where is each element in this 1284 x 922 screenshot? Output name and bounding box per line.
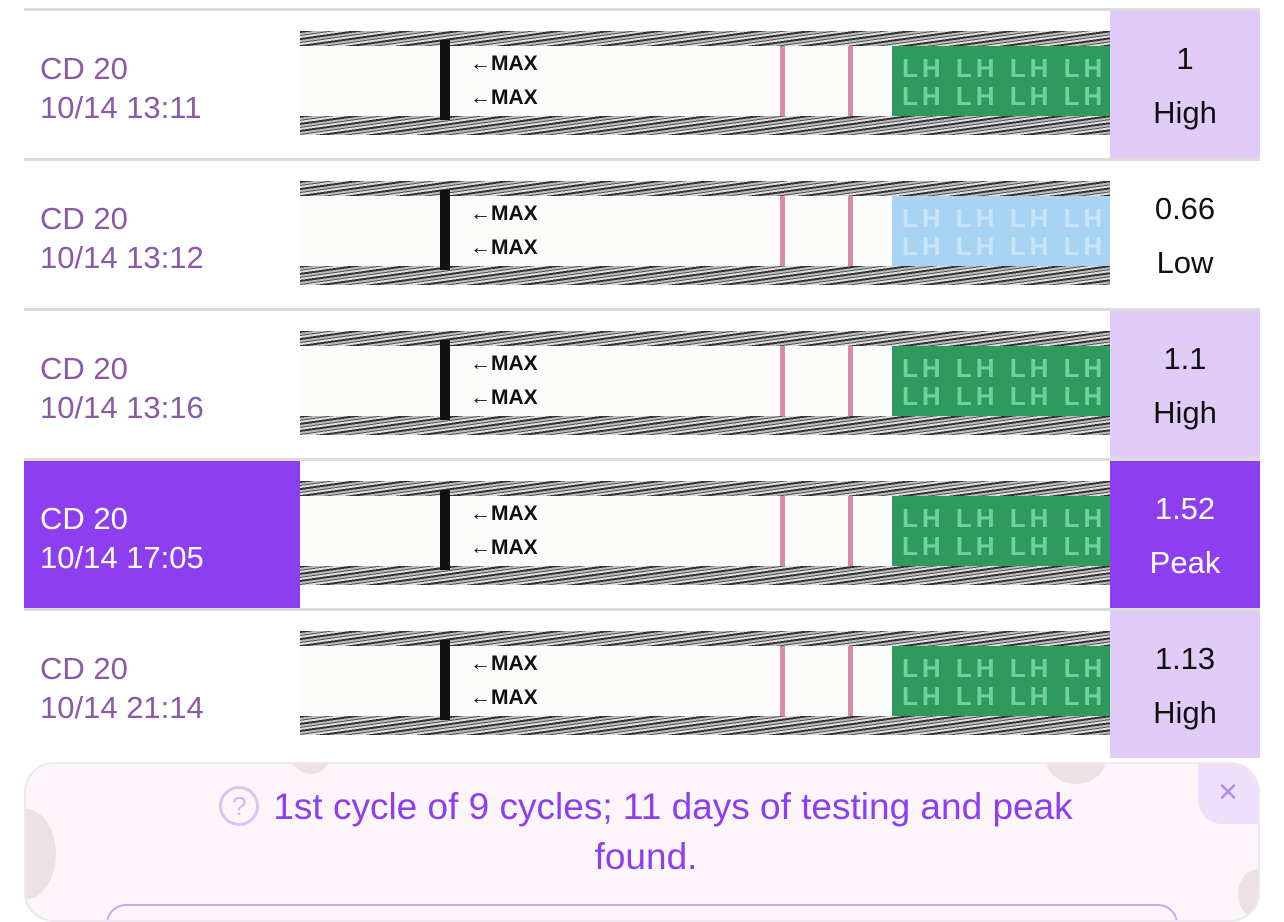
test-row[interactable]: CD 20 10/14 13:16 ←MAX ←MAX LH LH LH LH LH…	[24, 308, 1260, 458]
strip-handle: LH LH LH LH LH LH LH LH	[892, 346, 1110, 416]
control-line	[848, 46, 853, 116]
summary-message: ? 1st cycle of 9 cycles; 11 days of testi…	[176, 782, 1116, 882]
test-time: 10/14 13:16	[40, 390, 204, 425]
control-line	[848, 196, 853, 266]
control-line	[848, 346, 853, 416]
test-row[interactable]: CD 20 10/14 13:11 ←MAX ←MAX LH LH LH LH LH…	[24, 8, 1260, 158]
decor-dot	[291, 764, 331, 774]
strip-handle: LH LH LH LH LH LH LH LH	[892, 46, 1110, 116]
test-time: 10/14 17:05	[40, 540, 204, 575]
test-line	[780, 496, 785, 566]
test-row[interactable]: CD 20 10/14 17:05 ←MAX ←MAX LH LH LH LH LH…	[24, 458, 1260, 608]
lh-result: 1 High	[1110, 11, 1260, 158]
question-circle-icon[interactable]: ?	[219, 786, 260, 826]
strip-handle-text: LH LH LH LH	[902, 353, 1107, 383]
summary-banner: ? 1st cycle of 9 cycles; 11 days of testi…	[24, 762, 1260, 922]
max-label: ←MAX	[470, 502, 538, 525]
test-line	[780, 196, 785, 266]
cycle-day: CD 20	[40, 51, 128, 86]
cycle-day: CD 20	[40, 201, 128, 236]
test-time: 10/14 13:12	[40, 240, 204, 275]
control-line	[848, 646, 853, 716]
test-datetime: CD 20 10/14 13:16	[24, 311, 300, 458]
lh-ratio: 1.13	[1154, 641, 1216, 676]
lh-level: Low	[1156, 245, 1214, 280]
test-datetime: CD 20 10/14 13:11	[24, 11, 300, 158]
summary-text: 1st cycle of 9 cycles; 11 days of testin…	[273, 786, 1073, 877]
max-label: ←MAX	[470, 86, 538, 109]
cycle-day: CD 20	[40, 351, 128, 386]
strip-handle: LH LH LH LH LH LH LH LH	[892, 646, 1110, 716]
test-line	[780, 346, 785, 416]
test-strip-image[interactable]: ←MAX ←MAX LH LH LH LH LH LH LH LH	[300, 331, 1110, 435]
lh-ratio: 0.66	[1154, 191, 1216, 226]
test-line	[780, 646, 785, 716]
lh-result: 1.52 Peak	[1110, 461, 1260, 608]
banner-action-button[interactable]	[106, 904, 1178, 920]
strip-paper: ←MAX ←MAX LH LH LH LH LH LH LH LH	[300, 190, 1110, 270]
strip-handle-text: LH LH LH LH	[902, 531, 1107, 561]
lh-level: Peak	[1149, 545, 1221, 580]
max-label: ←MAX	[470, 352, 538, 375]
max-label: ←MAX	[470, 686, 538, 709]
test-datetime: CD 20 10/14 21:14	[24, 611, 300, 758]
max-label: ←MAX	[470, 52, 538, 75]
strip-handle-text: LH LH LH LH	[902, 653, 1107, 683]
strip-handle-text: LH LH LH LH	[902, 231, 1107, 261]
lh-ratio: 1.52	[1154, 491, 1216, 526]
max-bar	[440, 640, 450, 720]
cycle-day: CD 20	[40, 651, 128, 686]
lh-level: High	[1153, 695, 1217, 730]
strip-handle: LH LH LH LH LH LH LH LH	[892, 196, 1110, 266]
max-bar	[440, 40, 450, 120]
decor-dot	[1238, 869, 1258, 919]
test-strip-image[interactable]: ←MAX ←MAX LH LH LH LH LH LH LH LH	[300, 481, 1110, 585]
strip-handle-text: LH LH LH LH	[902, 681, 1107, 711]
decor-dot	[1046, 764, 1106, 784]
max-label: ←MAX	[470, 652, 538, 675]
max-label: ←MAX	[470, 536, 538, 559]
test-strip-image[interactable]: ←MAX ←MAX LH LH LH LH LH LH LH LH	[300, 631, 1110, 735]
max-bar	[440, 490, 450, 570]
max-bar	[440, 190, 450, 270]
cycle-day: CD 20	[40, 501, 128, 536]
lh-result: 0.66 Low	[1110, 161, 1260, 308]
lh-level: High	[1153, 395, 1217, 430]
max-label: ←MAX	[470, 236, 538, 259]
test-line	[780, 46, 785, 116]
close-button[interactable]: ×	[1198, 764, 1258, 824]
max-label: ←MAX	[470, 386, 538, 409]
decor-dot	[26, 809, 56, 899]
strip-handle-text: LH LH LH LH	[902, 203, 1107, 233]
lh-result: 1.1 High	[1110, 311, 1260, 458]
strip-paper: ←MAX ←MAX LH LH LH LH LH LH LH LH	[300, 640, 1110, 720]
strip-paper: ←MAX ←MAX LH LH LH LH LH LH LH LH	[300, 490, 1110, 570]
strip-handle-text: LH LH LH LH	[902, 503, 1107, 533]
lh-ratio: 1.1	[1163, 341, 1207, 376]
max-bar	[440, 340, 450, 420]
control-line	[848, 496, 853, 566]
test-time: 10/14 13:11	[40, 90, 202, 125]
strip-handle-text: LH LH LH LH	[902, 381, 1107, 411]
test-datetime: CD 20 10/14 17:05	[24, 461, 300, 608]
test-row[interactable]: CD 20 10/14 13:12 ←MAX ←MAX LH LH LH LH LH…	[24, 158, 1260, 308]
test-datetime: CD 20 10/14 13:12	[24, 161, 300, 308]
lh-level: High	[1153, 95, 1217, 130]
lh-ratio: 1	[1176, 41, 1194, 76]
test-time: 10/14 21:14	[40, 690, 204, 725]
strip-paper: ←MAX ←MAX LH LH LH LH LH LH LH LH	[300, 340, 1110, 420]
test-row[interactable]: CD 20 10/14 21:14 ←MAX ←MAX LH LH LH LH LH…	[24, 608, 1260, 758]
strip-paper: ←MAX ←MAX LH LH LH LH LH LH LH LH	[300, 40, 1110, 120]
test-strip-image[interactable]: ←MAX ←MAX LH LH LH LH LH LH LH LH	[300, 31, 1110, 135]
strip-handle-text: LH LH LH LH	[902, 53, 1107, 83]
strip-handle: LH LH LH LH LH LH LH LH	[892, 496, 1110, 566]
test-strip-image[interactable]: ←MAX ←MAX LH LH LH LH LH LH LH LH	[300, 181, 1110, 285]
strip-handle-text: LH LH LH LH	[902, 81, 1107, 111]
lh-result: 1.13 High	[1110, 611, 1260, 758]
max-label: ←MAX	[470, 202, 538, 225]
